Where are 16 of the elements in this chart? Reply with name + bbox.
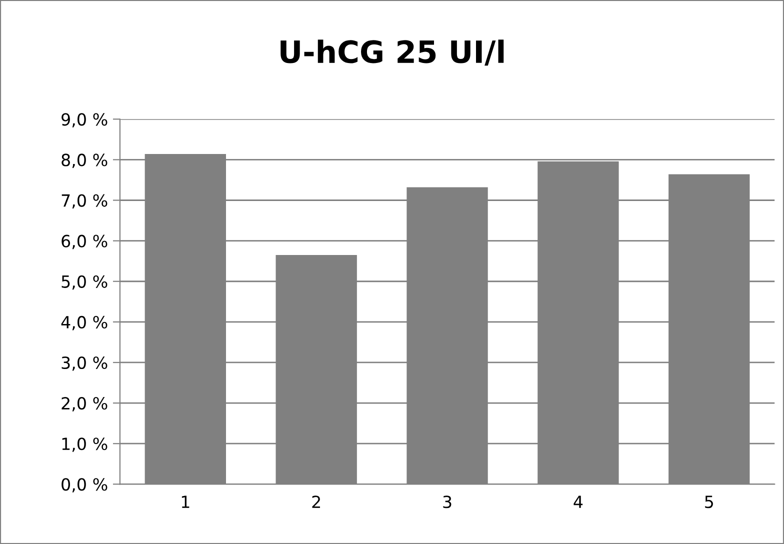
y-tick-label: 1,0 %	[62, 438, 108, 452]
y-tick-label: 2,0 %	[62, 397, 108, 412]
y-tick-label: 8,0 %	[62, 154, 108, 168]
y-tick-label: 4,0 %	[61, 316, 108, 330]
y-tick-label: 9,0 %	[62, 113, 108, 128]
x-tick-label: 3	[443, 496, 452, 508]
y-tick-label: 6,0 %	[62, 234, 108, 250]
y-tick-label: 0,0 %	[62, 478, 108, 492]
x-tick-label: 2	[312, 496, 320, 508]
x-tick-label: 5	[705, 496, 713, 508]
y-tick-label: 3,0 %	[62, 356, 108, 371]
x-tick-label: 1	[182, 496, 190, 508]
chart-title: U-hCG 25 UI/l	[280, 40, 504, 66]
y-tick-label: 7,0 %	[62, 194, 108, 209]
y-tick-label: 5,0 %	[62, 275, 108, 290]
x-tick-label: 4	[574, 496, 583, 508]
